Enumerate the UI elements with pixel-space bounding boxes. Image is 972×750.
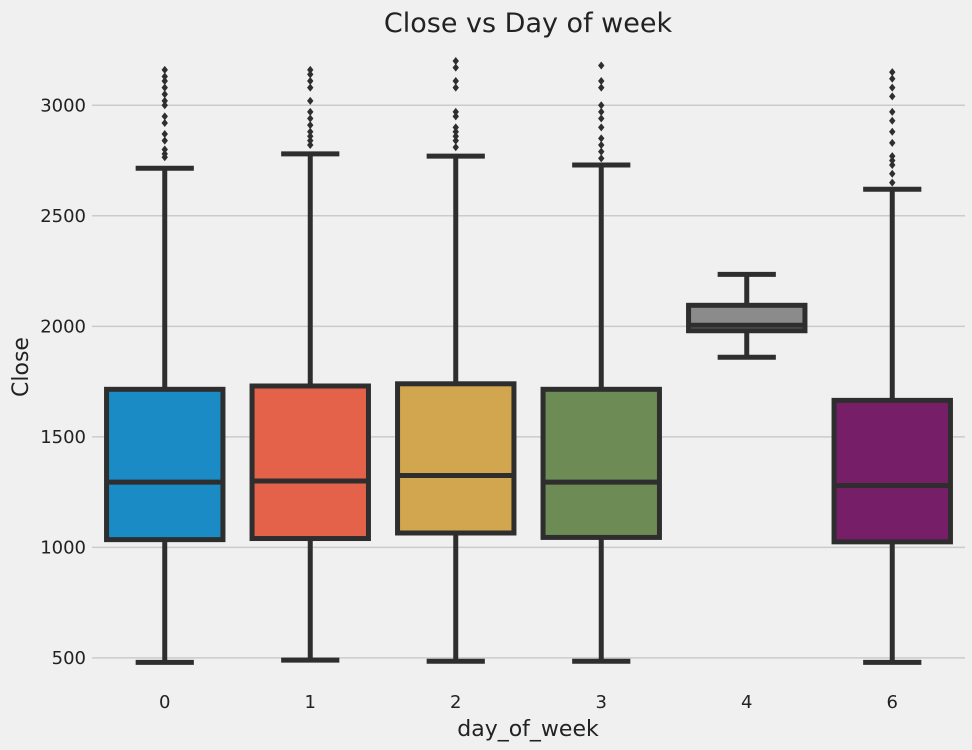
box-1	[249, 65, 371, 663]
y-tick-label: 1500	[40, 427, 86, 448]
outlier-point	[307, 114, 314, 123]
x-tick-label: 1	[305, 692, 316, 713]
outlier-point	[452, 123, 459, 132]
outlier-point	[161, 145, 168, 154]
outlier-point	[307, 107, 314, 116]
outlier-point	[452, 83, 459, 92]
box-6	[831, 68, 953, 665]
y-axis-label: Close	[9, 337, 34, 397]
outlier-point	[452, 57, 459, 66]
box-series	[104, 57, 953, 665]
outlier-point	[161, 130, 168, 138]
outlier-point	[307, 121, 314, 130]
outlier-point	[598, 134, 605, 143]
outlier-point	[307, 83, 314, 92]
outlier-point	[889, 169, 896, 178]
iqr-box	[104, 386, 226, 543]
outlier-point	[452, 107, 459, 116]
outlier-point	[307, 127, 314, 136]
box-2	[395, 57, 517, 664]
box-3	[540, 61, 662, 664]
x-tick-label: 4	[741, 692, 752, 713]
outlier-point	[161, 136, 168, 145]
y-tick-label: 2000	[40, 316, 86, 337]
outlier-point	[452, 136, 459, 145]
outlier-point	[161, 96, 168, 105]
outlier-point	[598, 107, 605, 116]
outlier-point	[598, 154, 605, 163]
outlier-point	[889, 92, 896, 101]
outlier-point	[161, 118, 168, 127]
outlier-point	[161, 65, 168, 74]
outlier-point	[161, 76, 168, 85]
outlier-point	[161, 90, 168, 99]
box-4	[686, 271, 808, 360]
outlier-point	[598, 123, 605, 132]
iqr-box	[540, 386, 662, 540]
outlier-point	[889, 107, 896, 116]
outlier-point	[161, 83, 168, 92]
iqr-box	[831, 397, 953, 545]
outlier-point	[889, 156, 896, 165]
outlier-point	[598, 61, 605, 70]
outlier-point	[598, 101, 605, 110]
x-axis-label: day_of_week	[457, 717, 599, 742]
outlier-point	[598, 147, 605, 156]
outlier-point	[307, 132, 314, 141]
y-tick-label: 500	[52, 648, 86, 669]
outlier-point	[889, 74, 896, 83]
outlier-point	[307, 141, 314, 150]
outlier-point	[161, 72, 168, 81]
y-tick-label: 1000	[40, 537, 86, 558]
outlier-point	[161, 149, 168, 158]
outlier-point	[889, 178, 896, 187]
outlier-point	[307, 70, 314, 79]
outlier-point	[307, 65, 314, 74]
outlier-point	[889, 68, 896, 77]
outlier-point	[889, 160, 896, 169]
outlier-point	[889, 138, 896, 147]
x-tick-label: 6	[887, 692, 898, 713]
x-tick-label: 0	[159, 692, 170, 713]
outlier-point	[889, 152, 896, 161]
x-tick-label: 2	[450, 692, 461, 713]
iqr-box	[395, 381, 517, 536]
outlier-point	[452, 143, 459, 152]
chart-title: Close vs Day of week	[384, 8, 673, 39]
outlier-point	[307, 136, 314, 145]
y-tick-label: 2500	[40, 206, 86, 227]
box-0	[104, 65, 226, 665]
outlier-point	[452, 76, 459, 85]
outlier-point	[889, 116, 896, 125]
outlier-point	[307, 76, 314, 85]
outlier-point	[452, 63, 459, 72]
grid-lines	[92, 104, 965, 659]
outlier-point	[889, 127, 896, 136]
y-tick-labels: 500 1000 1500 2000 2500 3000	[40, 95, 86, 669]
outlier-point	[889, 83, 896, 92]
outlier-point	[598, 83, 605, 92]
outlier-point	[452, 132, 459, 141]
outlier-point	[161, 101, 168, 110]
x-tick-label: 3	[596, 692, 607, 713]
outlier-point	[452, 127, 459, 136]
y-tick-label: 3000	[40, 95, 86, 116]
outlier-point	[598, 76, 605, 85]
outlier-point	[452, 112, 459, 121]
outlier-point	[598, 141, 605, 150]
outlier-point	[598, 114, 605, 123]
outlier-point	[161, 112, 168, 121]
outlier-point	[307, 96, 314, 105]
x-tick-labels: 0 1 2 3 4 6	[159, 692, 898, 713]
iqr-box	[249, 383, 371, 542]
